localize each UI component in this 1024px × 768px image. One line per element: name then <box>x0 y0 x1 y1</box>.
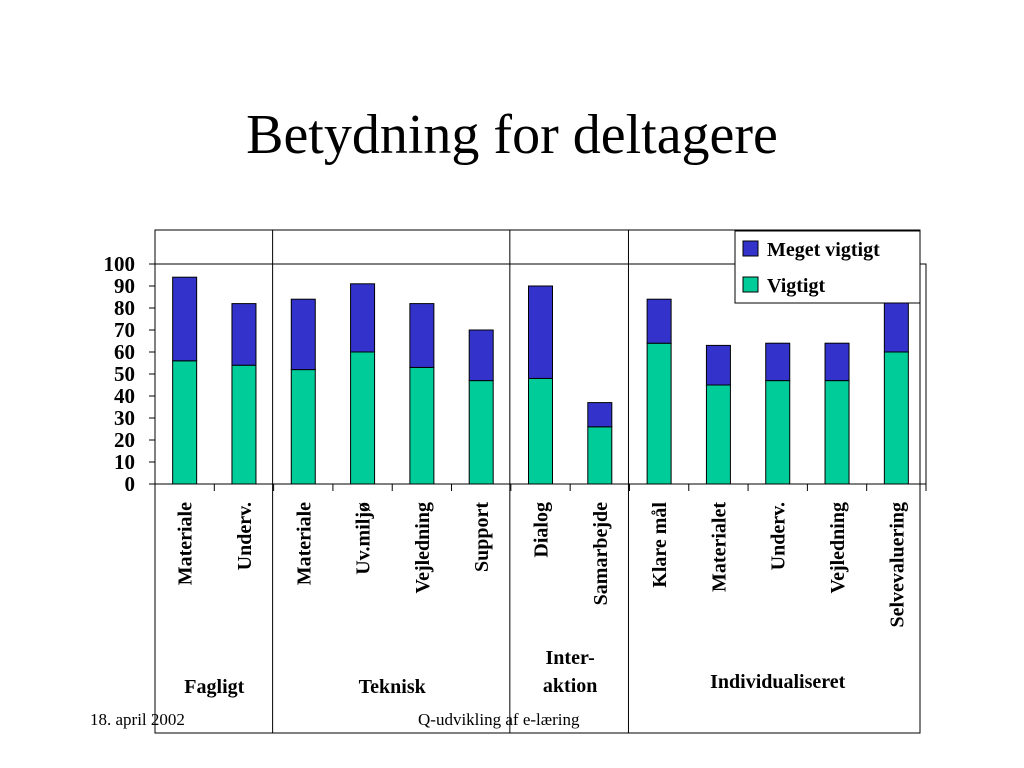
bar-segment-meget-vigtigt <box>409 303 435 368</box>
y-tick-label: 20 <box>114 428 135 452</box>
footer-title: Q-udvikling af e-læring <box>418 710 580 729</box>
bar-segment-vigtigt <box>528 377 553 485</box>
y-tick-label: 40 <box>114 384 135 408</box>
bar-segment-vigtigt <box>409 366 435 485</box>
category-label: Uv.miljø <box>353 502 375 575</box>
bar-segment-vigtigt <box>705 384 731 485</box>
y-tick-label: 30 <box>114 406 135 430</box>
y-tick-label: 50 <box>114 362 135 386</box>
category-label: Materialet <box>708 502 730 592</box>
category-label: Materiale <box>293 502 315 585</box>
category-label: Samarbejde <box>590 502 612 605</box>
category-label: Underv. <box>768 502 790 570</box>
bar-segment-meget-vigtigt <box>290 298 316 371</box>
group-label: Inter- <box>546 647 595 669</box>
bar-segment-meget-vigtigt <box>587 402 613 428</box>
legend-swatch <box>742 276 759 293</box>
category-label: Vejledning <box>827 502 849 594</box>
y-tick-label: 100 <box>104 252 136 276</box>
legend-label: Meget vigtigt <box>767 239 880 261</box>
bar-segment-meget-vigtigt <box>705 344 731 386</box>
legend-box <box>734 230 921 304</box>
y-tick-label: 10 <box>114 450 135 474</box>
legend-swatch <box>742 240 759 257</box>
bar-segment-vigtigt <box>231 364 257 485</box>
bar-segment-vigtigt <box>172 360 198 485</box>
y-tick-label: 0 <box>125 472 136 496</box>
bar-segment-meget-vigtigt <box>824 342 850 382</box>
category-label: Materiale <box>175 502 197 585</box>
bar-segment-meget-vigtigt <box>765 342 791 382</box>
bar-segment-vigtigt <box>468 380 494 485</box>
category-label: Klare mål <box>649 502 671 588</box>
y-tick-label: 80 <box>114 296 135 320</box>
group-label: aktion <box>543 675 597 697</box>
bar-segment-meget-vigtigt <box>350 283 376 353</box>
bar-segment-meget-vigtigt <box>172 276 198 362</box>
bar-segment-meget-vigtigt <box>528 285 553 379</box>
category-label: Dialog <box>531 502 553 558</box>
y-tick-label: 90 <box>114 274 135 298</box>
bar-segment-vigtigt <box>883 351 909 485</box>
group-label: Teknisk <box>359 676 427 698</box>
bar-segment-meget-vigtigt <box>468 329 494 382</box>
bar-segment-vigtigt <box>587 426 613 485</box>
category-label: Underv. <box>234 502 256 570</box>
bar-segment-vigtigt <box>646 342 672 485</box>
category-label: Support <box>471 502 493 572</box>
category-label: Selvevaluering <box>886 502 908 628</box>
bar-segment-vigtigt <box>824 380 850 485</box>
legend-label: Vigtigt <box>767 275 825 297</box>
bar-segment-meget-vigtigt <box>883 296 909 353</box>
y-tick-label: 60 <box>114 340 135 364</box>
slide-title: Betydning for deltagere <box>246 104 778 166</box>
bar-segment-vigtigt <box>765 380 791 485</box>
y-tick-label: 70 <box>114 318 135 342</box>
footer-date: 18. april 2002 <box>90 710 185 729</box>
group-label: Fagligt <box>184 676 244 698</box>
category-label: Vejledning <box>412 502 434 594</box>
bar-segment-vigtigt <box>290 369 316 485</box>
bar-segment-meget-vigtigt <box>231 303 257 366</box>
bar-segment-vigtigt <box>350 351 376 485</box>
group-label: Individualiseret <box>710 671 846 693</box>
bar-segment-meget-vigtigt <box>646 298 672 344</box>
